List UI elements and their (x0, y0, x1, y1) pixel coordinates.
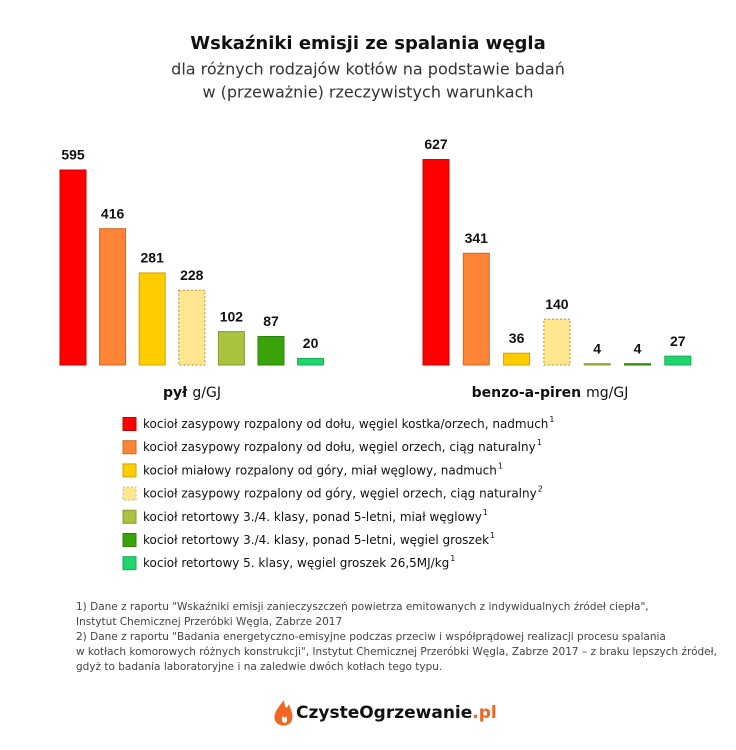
value-label: 228 (180, 267, 204, 283)
legend-label: kocioł retortowy 3./4. klasy, ponad 5-le… (143, 509, 482, 523)
bar (664, 355, 692, 366)
legend-entry: kocioł retortowy 3./4. klasy, ponad 5-le… (143, 531, 495, 547)
footnote: 1) Dane z raportu "Wskaźniki emisji zani… (76, 601, 649, 613)
value-label: 36 (509, 330, 525, 346)
value-label: 102 (220, 308, 244, 324)
logo-domain: .pl (472, 703, 496, 723)
value-label: 20 (303, 335, 319, 351)
bar (99, 228, 127, 366)
footnote: Instytut Chemicznej Przeróbki Węgla, Zab… (76, 616, 342, 628)
legend-sup: 1 (483, 507, 488, 516)
legend-entry: kocioł zasypowy rozpalony od dołu, węgie… (143, 415, 555, 431)
legend-swatch (122, 533, 137, 547)
value-label: 140 (545, 296, 569, 312)
value-label: 416 (101, 205, 125, 221)
value-label: 627 (424, 136, 448, 152)
legend-entry: kocioł miałowy rozpalony od góry, miał w… (143, 461, 503, 477)
legend-sup: 1 (450, 554, 455, 563)
bar (583, 363, 611, 366)
bar (59, 169, 87, 366)
legend-sup: 1 (537, 438, 542, 447)
value-label: 341 (465, 230, 489, 246)
legend-label: kocioł zasypowy rozpalony od dołu, węgie… (143, 440, 536, 454)
legend-sup: 1 (549, 415, 554, 424)
footnote: gdyż to badania laboratoryjne i na zaled… (76, 661, 442, 673)
value-label: 27 (670, 333, 686, 349)
logo-icon (274, 700, 293, 726)
legend-sup: 1 (490, 531, 495, 540)
legend-entry: kocioł zasypowy rozpalony od góry, węgie… (143, 484, 543, 500)
footnote: w kotłach komorowych różnych konstrukcji… (76, 646, 717, 658)
legend-label: kocioł miałowy rozpalony od góry, miał w… (143, 463, 497, 477)
footnote: 2) Dane z raportu "Badania energetyczno-… (76, 631, 666, 643)
legend-entry: kocioł retortowy 3./4. klasy, ponad 5-le… (143, 507, 488, 523)
legend-swatch (122, 463, 137, 478)
value-label: 4 (593, 340, 601, 356)
bar (503, 352, 531, 366)
legend-sup: 1 (498, 461, 503, 470)
legend-swatch (122, 486, 137, 501)
subtitle: dla różnych rodzajów kotłów na podstawie… (171, 60, 565, 79)
bar (217, 331, 245, 366)
bar (138, 272, 166, 366)
chart-label: benzo-a-piren mg/GJ (472, 385, 629, 401)
value-label: 87 (263, 313, 279, 329)
legend-label: kocioł zasypowy rozpalony od góry, węgie… (143, 486, 537, 500)
bar (543, 318, 571, 366)
bar (257, 335, 285, 366)
legend-label: kocioł zasypowy rozpalony od dołu, węgie… (143, 417, 548, 431)
subtitle: w (przeważnie) rzeczywistych warunkach (202, 83, 533, 102)
legend-swatch (122, 509, 137, 524)
bar (422, 159, 450, 366)
bar (297, 357, 325, 366)
bar (624, 363, 651, 366)
legend-swatch (122, 440, 137, 455)
bar (178, 289, 206, 366)
chart-label: pył g/GJ (163, 385, 221, 401)
legend-entry: kocioł retortowy 5. klasy, węgiel grosze… (143, 554, 455, 570)
chart-name: pył (163, 385, 188, 401)
logo-name: CzysteOgrzewanie (296, 703, 472, 723)
chart-name: benzo-a-piren (472, 385, 582, 401)
logo-text: CzysteOgrzewanie.pl (296, 703, 497, 723)
legend-swatch (122, 417, 137, 431)
legend-label: kocioł retortowy 5. klasy, węgiel grosze… (143, 556, 449, 570)
value-label: 595 (61, 147, 85, 163)
chart-unit: mg/GJ (586, 385, 628, 401)
legend-label: kocioł retortowy 3./4. klasy, ponad 5-le… (143, 533, 489, 547)
value-label: 281 (141, 250, 165, 266)
legend-swatch (122, 556, 137, 571)
legend-sup: 2 (538, 484, 543, 493)
legend-entry: kocioł zasypowy rozpalony od dołu, węgie… (143, 438, 542, 454)
chart-unit: g/GJ (192, 385, 221, 401)
title: Wskaźniki emisji ze spalania węgla (190, 33, 545, 54)
value-label: 4 (634, 340, 642, 356)
bar (462, 252, 490, 366)
